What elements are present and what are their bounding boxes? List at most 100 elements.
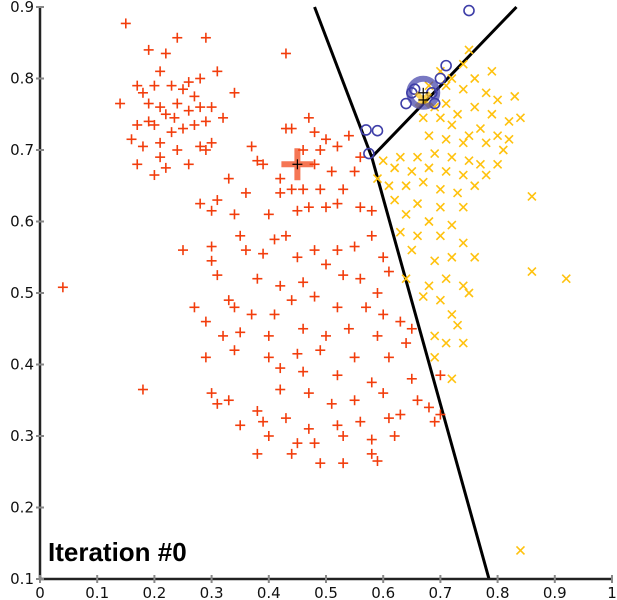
point-plus bbox=[326, 166, 337, 177]
point-plus bbox=[366, 448, 377, 459]
point-x-d2 bbox=[390, 195, 400, 205]
point-plus bbox=[286, 123, 297, 134]
point-plus bbox=[338, 270, 349, 281]
point-plus bbox=[195, 141, 206, 152]
point-circle bbox=[371, 124, 384, 137]
point-plus bbox=[252, 273, 263, 284]
point-x-d2 bbox=[487, 66, 497, 76]
point-x bbox=[458, 138, 468, 148]
point-plus bbox=[298, 184, 309, 195]
point-x-d2 bbox=[475, 123, 486, 134]
point-plus bbox=[423, 402, 434, 413]
point-plus bbox=[143, 98, 154, 109]
point-x bbox=[395, 152, 405, 162]
point-plus bbox=[169, 112, 180, 123]
point-x bbox=[470, 102, 480, 112]
point-plus bbox=[361, 302, 372, 313]
point-circle bbox=[363, 147, 375, 160]
point-x-d2 bbox=[407, 245, 417, 255]
point-x bbox=[493, 95, 503, 105]
x-tick-label: 0.6 bbox=[371, 584, 395, 600]
point-x-d2 bbox=[464, 45, 474, 55]
point-plus bbox=[406, 373, 417, 384]
point-plus bbox=[195, 198, 206, 209]
point-x-d2 bbox=[493, 95, 503, 105]
point-x bbox=[458, 84, 468, 94]
point-x-d2 bbox=[452, 109, 463, 119]
point-plus bbox=[189, 302, 200, 313]
point-x bbox=[407, 166, 417, 177]
point-x bbox=[452, 188, 463, 198]
point-x bbox=[418, 292, 428, 302]
point-plus bbox=[258, 416, 269, 427]
point-x bbox=[430, 256, 440, 266]
point-plus bbox=[332, 302, 343, 313]
point-x bbox=[430, 352, 440, 362]
point-x-d2 bbox=[378, 156, 388, 166]
point-x bbox=[458, 338, 468, 348]
point-plus bbox=[240, 245, 251, 256]
point-plus bbox=[200, 116, 211, 127]
point-plus bbox=[269, 309, 280, 320]
point-plus bbox=[303, 202, 314, 213]
point-plus bbox=[212, 195, 223, 206]
y-tick-label: 0.6 bbox=[10, 213, 34, 231]
point-plus bbox=[321, 134, 331, 145]
point-x bbox=[504, 134, 514, 144]
point-plus bbox=[212, 270, 223, 281]
point-plus bbox=[57, 282, 68, 293]
point-plus bbox=[338, 458, 349, 469]
point-plus bbox=[309, 291, 320, 302]
point-plus bbox=[395, 316, 406, 327]
point-plus bbox=[372, 330, 383, 341]
point-plus bbox=[383, 352, 394, 363]
point-x bbox=[441, 274, 451, 284]
point-x-d2 bbox=[470, 73, 480, 84]
point-plus bbox=[206, 241, 217, 252]
point-plus bbox=[292, 348, 303, 359]
point-plus bbox=[349, 352, 360, 363]
point-plus bbox=[178, 84, 188, 95]
point-plus bbox=[183, 77, 194, 88]
point-x bbox=[401, 274, 411, 284]
point-x-d2 bbox=[418, 292, 428, 302]
data-points bbox=[57, 4, 571, 555]
point-x bbox=[412, 152, 423, 162]
point-x bbox=[447, 73, 457, 84]
point-plus bbox=[429, 416, 440, 427]
point-x-d2 bbox=[441, 274, 451, 284]
point-plus bbox=[229, 209, 240, 220]
point-plus bbox=[212, 66, 223, 77]
point-x-d2 bbox=[487, 109, 497, 119]
point-x bbox=[401, 209, 411, 219]
point-x-d2 bbox=[395, 227, 405, 237]
point-x bbox=[435, 231, 445, 241]
point-circle-ring bbox=[360, 124, 372, 136]
point-x-d2 bbox=[447, 374, 457, 384]
point-plus bbox=[172, 32, 183, 43]
point-x bbox=[464, 131, 474, 141]
point-plus bbox=[315, 145, 326, 155]
point-plus bbox=[263, 330, 274, 341]
point-plus bbox=[172, 145, 183, 155]
point-x bbox=[378, 156, 388, 166]
point-x-d2 bbox=[458, 84, 468, 94]
point-x bbox=[452, 320, 463, 330]
point-plus bbox=[195, 73, 206, 84]
point-plus bbox=[286, 295, 297, 306]
point-plus bbox=[286, 184, 297, 195]
point-plus bbox=[349, 166, 360, 177]
point-plus bbox=[315, 345, 326, 356]
point-plus bbox=[269, 234, 280, 245]
point-plus bbox=[115, 98, 126, 109]
point-plus bbox=[235, 230, 246, 241]
point-x bbox=[441, 166, 451, 177]
point-x-d2 bbox=[527, 191, 537, 202]
point-plus bbox=[246, 309, 257, 320]
point-circle-ring bbox=[440, 59, 452, 72]
point-plus bbox=[183, 159, 194, 170]
point-x bbox=[418, 113, 428, 123]
point-x-d2 bbox=[498, 145, 508, 155]
point-circle-ring bbox=[371, 124, 384, 137]
point-x bbox=[458, 202, 468, 212]
